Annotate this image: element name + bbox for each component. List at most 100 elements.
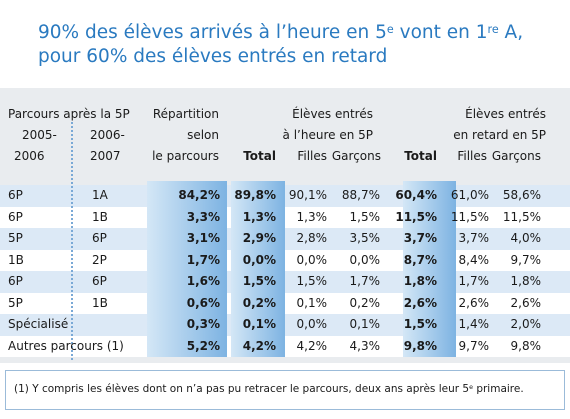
cell: 6P [8,274,23,288]
cell: 4,0% [510,231,542,245]
cell: 1,5% [296,274,328,288]
cell: 1,5% [349,209,381,224]
cell: 4,2% [296,338,328,353]
header-cell: Total [404,149,437,163]
cell: Spécialisé [8,317,69,331]
cell: 3,7% [458,231,490,245]
cell: 9,7% [458,338,490,353]
header-cell: Filles [457,149,487,163]
cell: 0,1% [296,295,328,310]
cell: 0,2% [349,295,381,310]
cell: 1,5% [403,317,437,331]
cell: 0,1% [349,317,381,331]
cell: 1B [92,209,108,224]
cell: 1,6% [186,274,220,288]
cell: 1,7% [458,274,490,288]
cell: 9,8% [510,338,542,353]
footnote-text: (1) Y compris les élèves dont on n’a pas… [14,383,470,395]
cell: 58,6% [502,188,541,202]
footnote-text: primaire. [472,383,524,395]
cell: 6P [92,274,107,288]
cell: 5P [8,231,23,245]
cell: Autres parcours (1) [8,338,124,353]
header-cell: Élèves entrés [292,107,373,121]
cell: 5P [8,295,23,310]
cell: 6P [8,209,23,224]
header-cell: Garçons [491,149,541,163]
header-cell: Parcours après la 5P [8,107,130,121]
divider [71,122,73,360]
cell: 2,9% [242,231,276,245]
header-cell: en retard en 5P [453,128,546,142]
header-cell: 2006 [14,149,45,163]
cell: 60,4% [395,188,437,202]
header-cell: Total [243,149,276,163]
header-cell: 2006- [90,128,125,142]
cell: 0,0% [296,252,328,267]
cell: 1B [92,295,108,310]
cell: 8,7% [403,252,437,267]
cell: 3,3% [186,209,220,224]
footnote: (1) Y compris les élèves dont on n’a pas… [14,383,524,395]
cell: 0,6% [186,295,220,310]
cell: 1,4% [458,317,490,331]
cell: 6P [92,231,107,245]
title-line1: 90% des élèves arrivés à l’heure en 5e v… [38,22,523,43]
cell: 2,6% [510,295,542,310]
cell: 2,8% [296,231,328,245]
cell: 1,3% [296,209,328,224]
cell: 0,2% [242,295,276,310]
cell: 1,8% [510,274,542,288]
footnote-box: (1) Y compris les élèves dont on n’a pas… [5,370,565,410]
header-cell: 2007 [90,149,121,163]
title-text: A, [498,22,524,43]
header-cell: 2005- [22,128,57,142]
cell: 2,6% [403,295,437,310]
cell: 4,3% [349,338,381,353]
title-sup: e [386,22,394,36]
footnote-sup: e [469,384,473,392]
cell: 61,0% [450,188,489,202]
cell: 1,3% [242,209,276,224]
column-highlight [403,181,456,357]
cell: 88,7% [341,188,380,202]
cell: 89,8% [234,188,276,202]
cell: 1A [92,188,108,202]
cell: 1B [8,252,24,267]
header-cell: Répartition [152,107,219,121]
cell: 1,5% [242,274,276,288]
cell: 2P [92,252,107,267]
cell: 9,8% [403,338,437,353]
cell: 1,7% [186,252,220,267]
cell: 3,1% [186,231,220,245]
cell: 2,6% [458,295,490,310]
cell: 0,3% [186,317,220,331]
header-cell: le parcours [152,149,219,163]
cell: 0,0% [349,252,381,267]
cell: 9,7% [510,252,542,267]
column-highlight [147,181,227,357]
cell: 90,1% [288,188,327,202]
column-highlight [231,181,285,357]
header-cell: Garçons [331,149,381,163]
cell: 3,7% [403,231,437,245]
cell: 11,5% [502,209,541,224]
cell: 11,5% [450,209,489,224]
header-cell: selon [187,128,219,142]
cell: 0,1% [242,317,276,331]
cell: 11,5% [395,209,437,224]
header-cell: Élèves entrés [465,107,546,121]
cell: 6P [8,188,23,202]
cell: 84,2% [178,188,220,202]
cell: 4,2% [242,338,276,353]
cell: 5,2% [186,338,220,353]
cell: 8,4% [458,252,490,267]
cell: 0,0% [242,252,276,267]
cell: 2,0% [510,317,542,331]
header-cell: à l’heure en 5P [282,128,373,142]
header-cell: Filles [297,149,327,163]
cell: 1,8% [403,274,437,288]
cell: 3,5% [349,231,381,245]
title-line2: pour 60% des élèves entrés en retard [38,46,388,67]
